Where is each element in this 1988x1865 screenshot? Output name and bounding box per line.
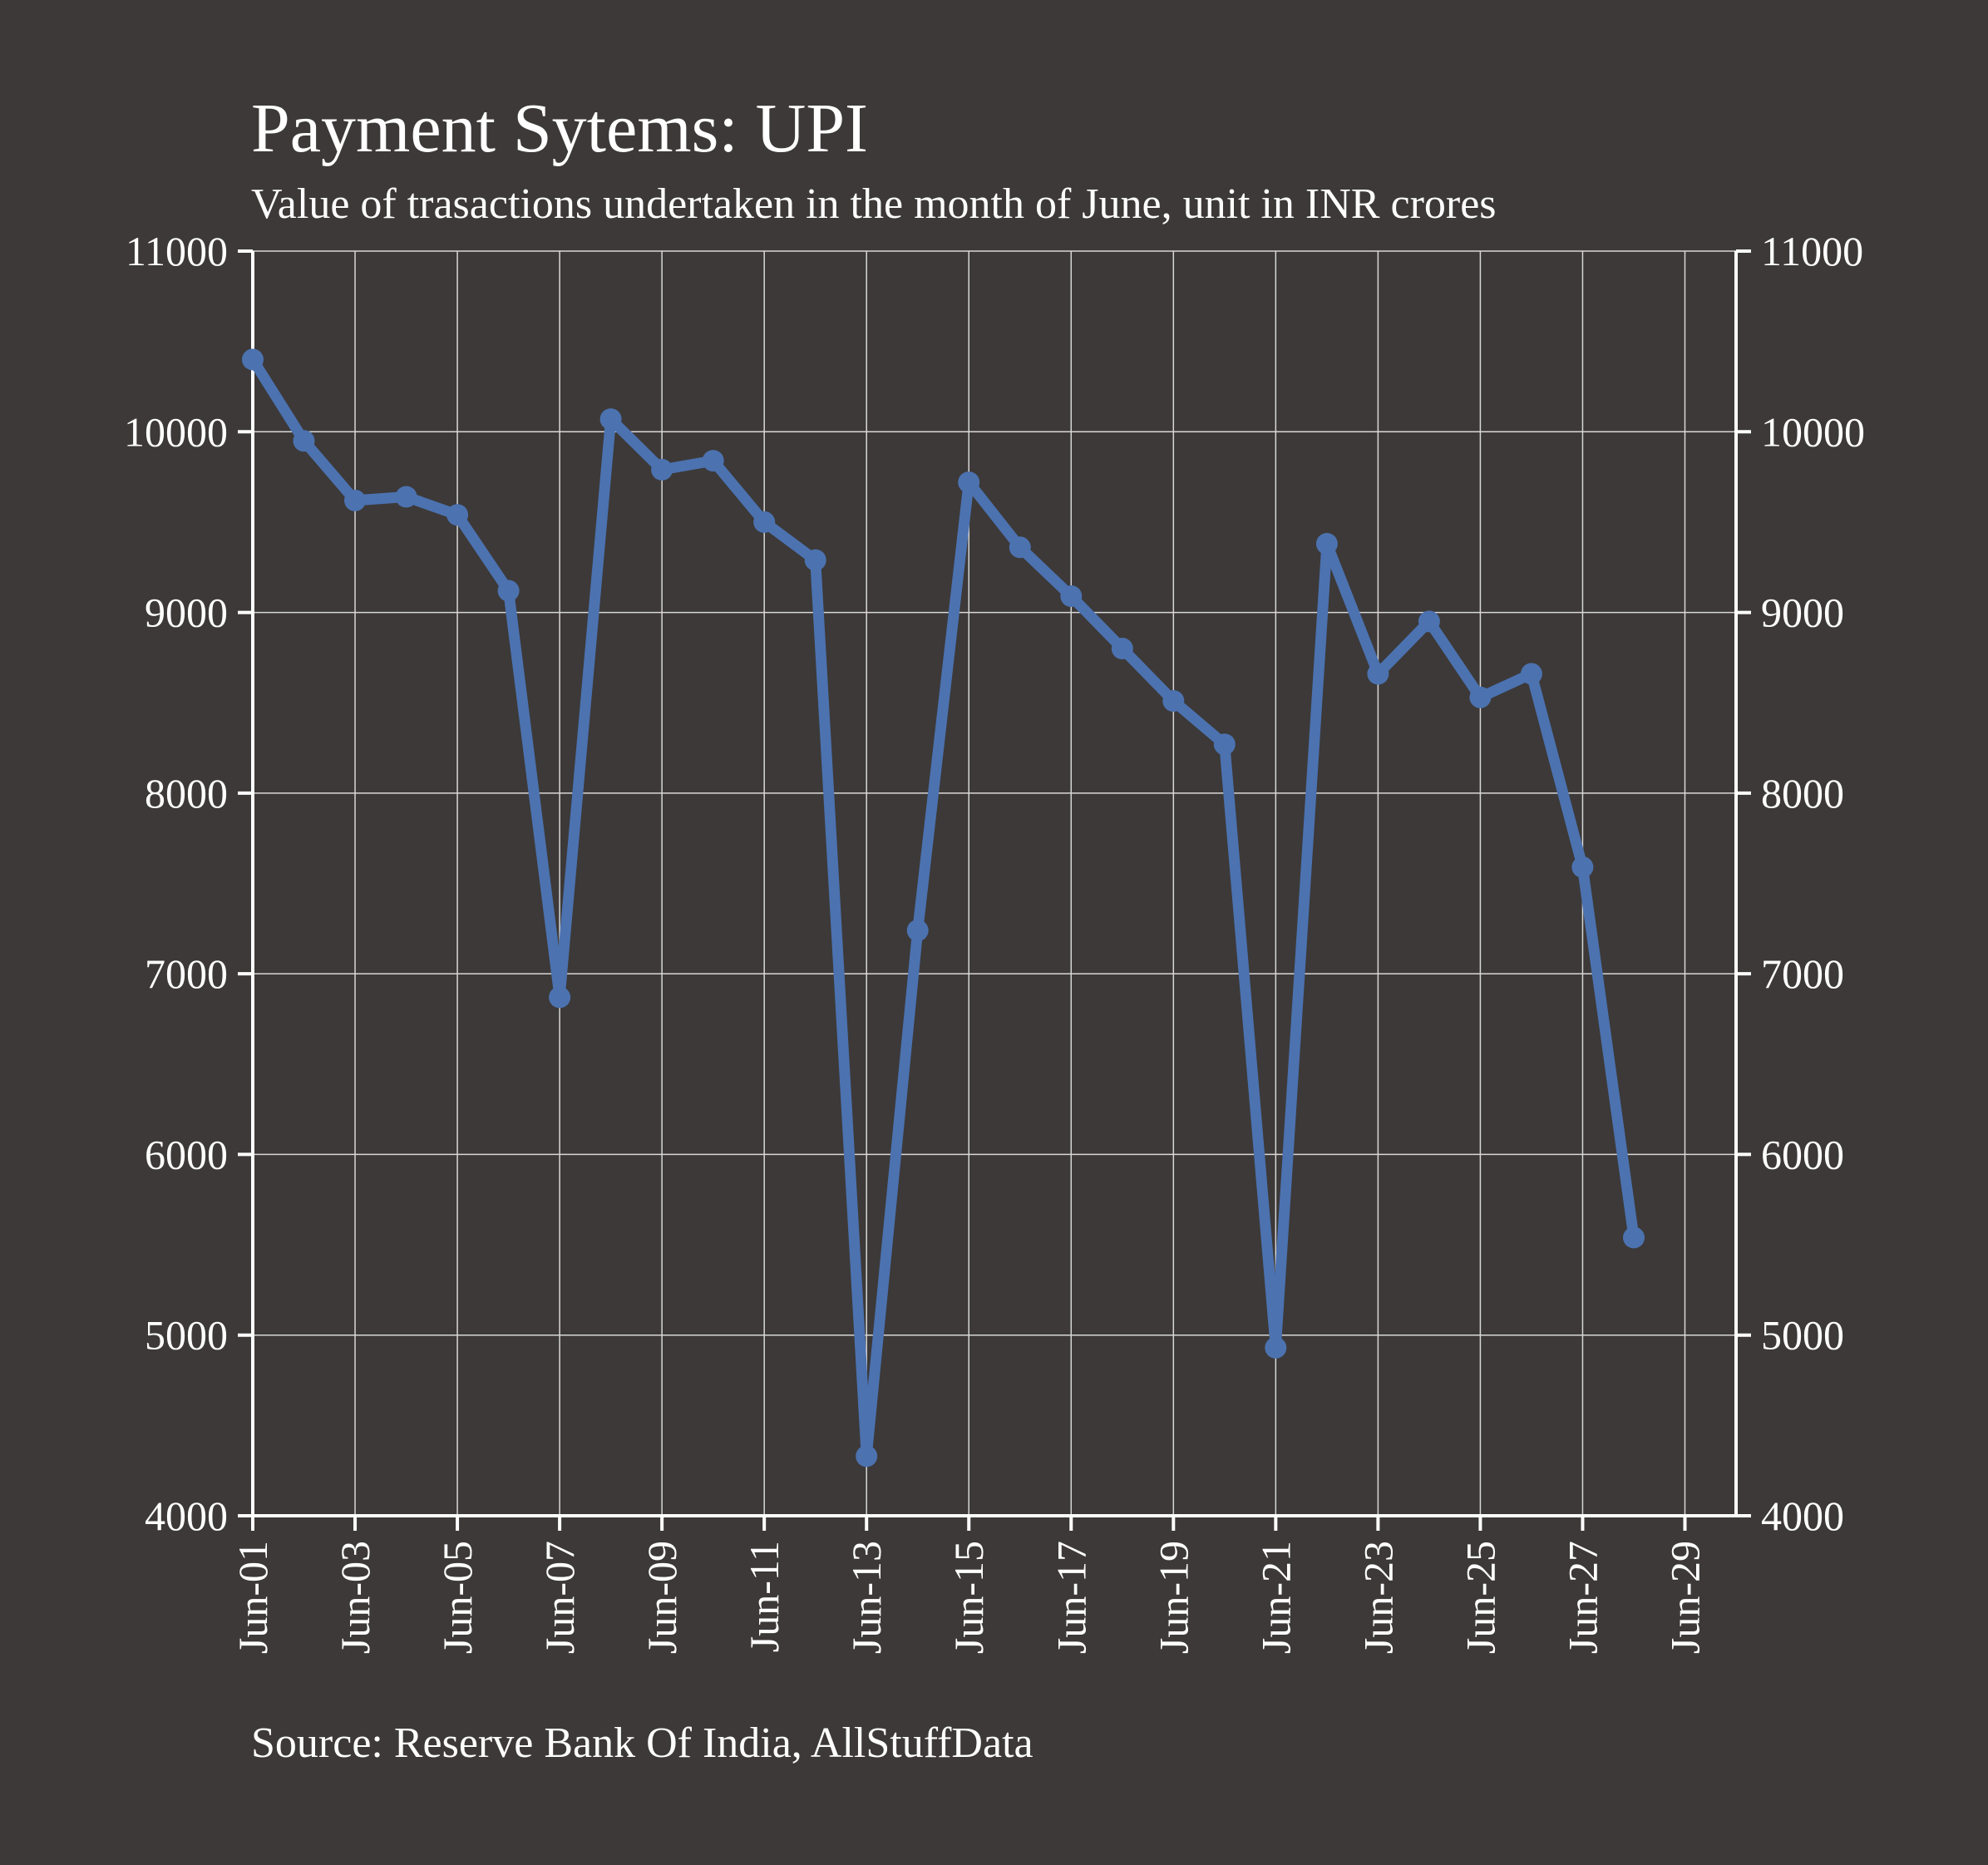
y-tick-label-right: 9000 [1761, 590, 1844, 636]
x-tick-label: Jun-25 [1457, 1541, 1503, 1654]
y-tick-label-right: 11000 [1761, 228, 1863, 274]
data-point [293, 430, 315, 452]
y-tick-label-left: 11000 [126, 228, 228, 274]
data-point [1571, 856, 1594, 878]
y-tick-label-right: 7000 [1761, 950, 1844, 997]
data-point [651, 458, 673, 481]
data-point [395, 486, 417, 508]
data-point [1520, 663, 1542, 685]
data-point [1111, 638, 1133, 659]
x-tick-label: Jun-07 [536, 1541, 583, 1654]
x-tick-label: Jun-05 [434, 1541, 481, 1654]
data-point [1367, 663, 1389, 685]
data-point [1162, 690, 1185, 712]
data-point [1213, 733, 1236, 756]
data-point [1265, 1336, 1287, 1359]
data-point [906, 920, 929, 941]
x-tick-label: Jun-13 [843, 1541, 890, 1654]
data-point [446, 504, 469, 526]
data-point [958, 471, 980, 494]
y-tick-label-left: 5000 [145, 1312, 228, 1359]
grid [252, 250, 1736, 1517]
x-tick-label: Jun-11 [741, 1541, 787, 1652]
source-note: Source: Reserve Bank Of India, AllStuffD… [251, 1719, 1033, 1767]
data-point [344, 489, 366, 511]
y-tick-label-right: 10000 [1761, 408, 1865, 455]
data-point [1060, 585, 1083, 607]
x-tick-label: Jun-23 [1354, 1541, 1401, 1654]
data-point [497, 580, 520, 602]
x-tick-label: Jun-03 [332, 1541, 378, 1654]
y-tick-label-left: 4000 [145, 1492, 228, 1539]
x-tick-label: Jun-15 [945, 1541, 992, 1654]
tick-labels: 4000 4000 5000 5000 6000 6000 7000 7000 8000 8000… [124, 228, 1865, 1654]
x-tick-label: Jun-27 [1559, 1541, 1606, 1654]
y-tick-label-right: 5000 [1761, 1312, 1844, 1359]
data-point [1469, 686, 1492, 708]
chart-title: Payment Sytems: UPI [251, 90, 868, 167]
y-tick-label-left: 10000 [124, 408, 228, 455]
data-point [1418, 610, 1440, 633]
data-point [1623, 1226, 1645, 1249]
y-tick-label-left: 7000 [145, 950, 228, 997]
x-tick-label: Jun-09 [639, 1541, 685, 1654]
data-point [804, 549, 826, 571]
x-tick-label: Jun-29 [1661, 1541, 1708, 1654]
y-tick-label-right: 6000 [1761, 1131, 1844, 1177]
series-layer [242, 348, 1645, 1468]
x-tick-label: Jun-01 [229, 1541, 276, 1654]
data-point [242, 348, 264, 371]
axis-frame [251, 251, 1738, 1517]
data-point [702, 450, 724, 472]
data-point [856, 1445, 878, 1468]
data-point [599, 408, 622, 431]
x-tick-label: Jun-21 [1252, 1541, 1299, 1654]
x-tick-label: Jun-19 [1150, 1541, 1196, 1654]
y-tick-label-left: 9000 [145, 590, 228, 636]
y-tick-label-left: 8000 [145, 770, 228, 817]
axes [238, 249, 1751, 1531]
y-tick-label-right: 8000 [1761, 770, 1844, 817]
data-point [549, 986, 571, 1009]
data-point [1009, 536, 1031, 559]
y-tick-label-right: 4000 [1761, 1492, 1844, 1539]
series-line [247, 353, 1640, 1462]
data-point [753, 511, 776, 533]
x-tick-label: Jun-17 [1048, 1541, 1094, 1654]
data-point [1315, 533, 1338, 555]
chart-subtitle: Value of trasactions undertaken in the m… [251, 180, 1497, 228]
y-tick-label-left: 6000 [145, 1131, 228, 1177]
